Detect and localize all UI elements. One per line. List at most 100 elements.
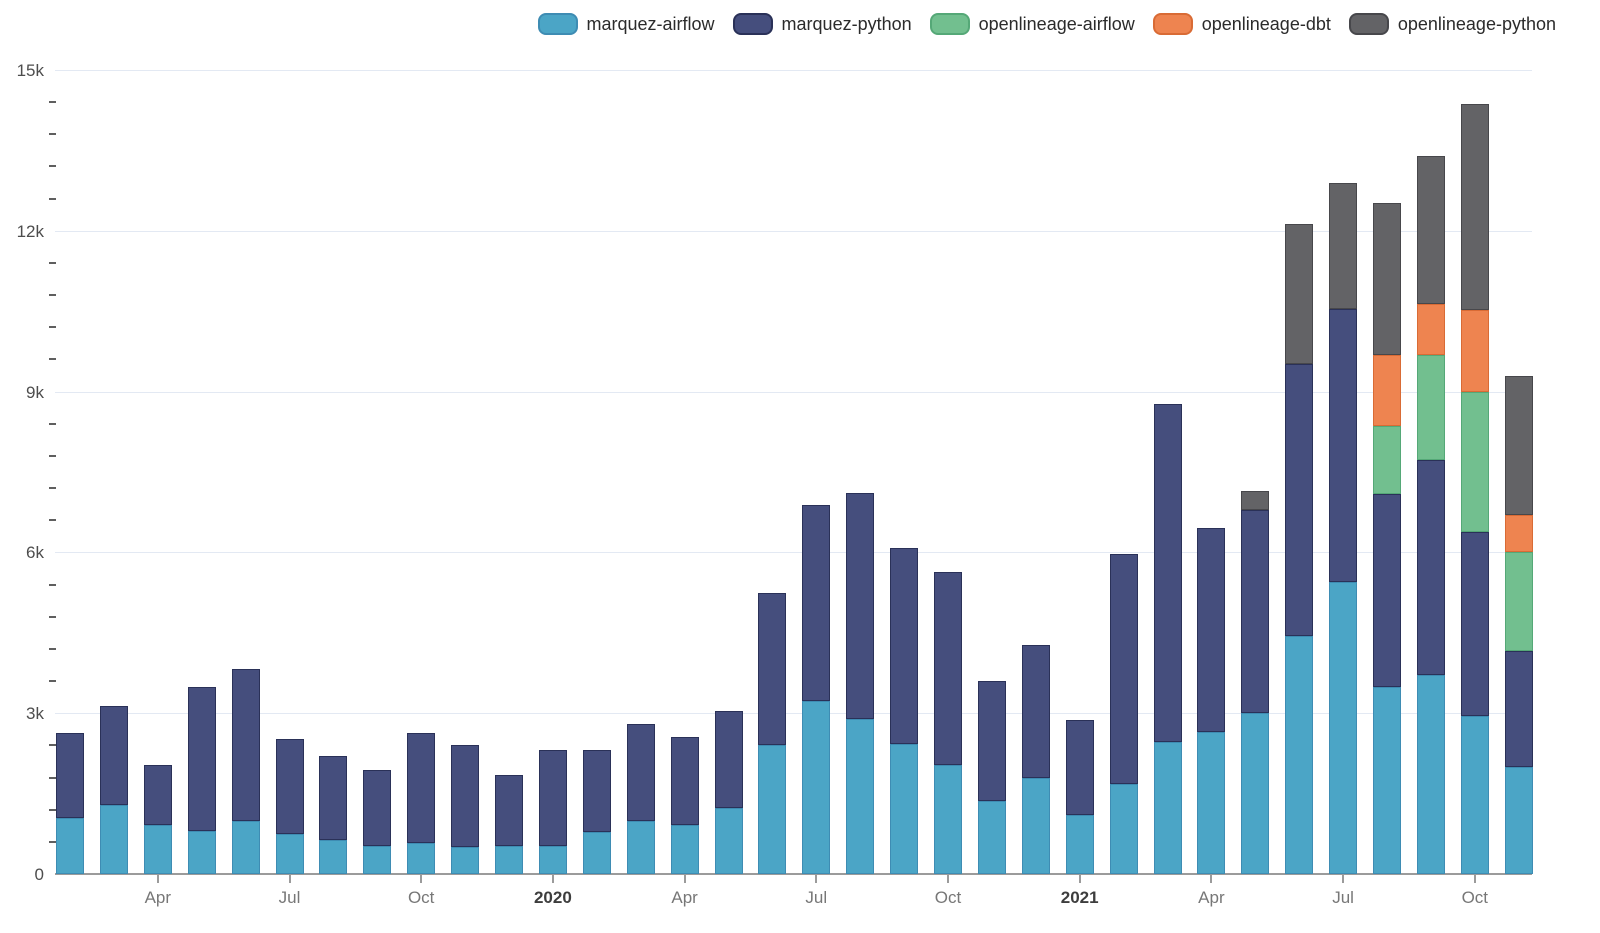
legend-label: openlineage-airflow [978,13,1135,34]
bar-segment-marquez-airflow[interactable] [56,818,84,874]
bar-segment-marquez-airflow[interactable] [670,825,699,874]
bar-segment-openlineage-dbt[interactable] [1460,310,1489,393]
y-minor-tick [49,583,56,586]
bar-segment-openlineage-dbt[interactable] [1504,514,1533,552]
bar-segment-marquez-airflow[interactable] [626,820,655,874]
bar-segment-marquez-python[interactable] [1460,531,1489,717]
bar-segment-marquez-python[interactable] [802,504,831,702]
bar-mar-2021 [1153,404,1182,874]
bar-segment-marquez-airflow[interactable] [99,804,128,874]
y-minor-tick [49,808,56,811]
bar-segment-marquez-airflow[interactable] [934,765,962,874]
bar-segment-marquez-airflow[interactable] [758,744,787,874]
bar-segment-marquez-airflow[interactable] [1460,716,1489,874]
bar-apr-2021 [1197,528,1226,874]
x-axis-label-jul: Jul [278,888,301,907]
bar-segment-marquez-airflow[interactable] [846,719,875,874]
bar-segment-openlineage-python[interactable] [1460,104,1489,311]
bar-segment-marquez-airflow[interactable] [1109,783,1138,874]
bar-segment-marquez-python[interactable] [99,706,128,805]
bar-mar-2020 [626,723,655,874]
bar-segment-marquez-python[interactable] [1109,554,1138,784]
bar-segment-marquez-python[interactable] [1241,509,1270,714]
bar-segment-marquez-airflow[interactable] [143,825,172,874]
bar-segment-marquez-airflow[interactable] [1285,636,1314,874]
legend-item-openlineage-python[interactable]: openlineage-python [1348,13,1556,35]
bar-segment-marquez-airflow[interactable] [714,808,743,874]
bar-segment-marquez-python[interactable] [846,493,875,720]
bar-segment-marquez-python[interactable] [670,737,699,826]
bar-segment-marquez-python[interactable] [934,571,962,766]
bar-segment-marquez-python[interactable] [582,749,611,832]
bar-segment-marquez-airflow[interactable] [1153,741,1182,874]
bar-segment-marquez-airflow[interactable] [977,800,1006,874]
bar-segment-marquez-python[interactable] [1373,493,1401,687]
bar-segment-openlineage-python[interactable] [1373,202,1401,356]
bar-segment-marquez-python[interactable] [714,711,743,809]
bar-segment-marquez-python[interactable] [275,739,304,835]
bar-sep-2021 [1416,156,1445,874]
bar-segment-marquez-airflow[interactable] [363,846,392,874]
bar-segment-openlineage-airflow[interactable] [1504,551,1533,651]
bar-segment-marquez-airflow[interactable] [1021,778,1050,874]
bar-segment-marquez-airflow[interactable] [1197,731,1226,874]
legend-item-openlineage-dbt[interactable]: openlineage-dbt [1152,13,1331,35]
bar-segment-marquez-python[interactable] [758,593,787,745]
bar-segment-marquez-airflow[interactable] [1416,675,1445,874]
bar-segment-marquez-airflow[interactable] [582,831,611,874]
bar-dec-2019 [495,775,523,874]
bar-segment-marquez-python[interactable] [977,681,1006,801]
bar-segment-marquez-airflow[interactable] [275,834,304,874]
bar-segment-openlineage-python[interactable] [1241,491,1270,510]
bar-segment-marquez-airflow[interactable] [1241,713,1270,874]
bar-segment-openlineage-airflow[interactable] [1460,392,1489,532]
bar-segment-marquez-python[interactable] [319,755,348,840]
legend-item-openlineage-airflow[interactable]: openlineage-airflow [929,13,1135,35]
bar-segment-marquez-python[interactable] [1504,650,1533,768]
bar-segment-marquez-python[interactable] [407,732,436,843]
legend-item-marquez-airflow[interactable]: marquez-airflow [537,13,715,35]
bar-segment-marquez-airflow[interactable] [538,845,567,874]
bar-segment-openlineage-python[interactable] [1504,375,1533,515]
bar-segment-marquez-airflow[interactable] [451,847,480,874]
x-axis-label-oct: Oct [1461,888,1489,907]
bar-segment-marquez-python[interactable] [1285,364,1314,637]
bar-segment-marquez-airflow[interactable] [319,839,348,874]
bar-segment-marquez-airflow[interactable] [407,842,436,874]
bar-segment-marquez-python[interactable] [1153,404,1182,742]
bar-segment-openlineage-dbt[interactable] [1373,355,1401,427]
bar-segment-marquez-airflow[interactable] [1373,686,1401,874]
bar-segment-marquez-airflow[interactable] [187,830,216,874]
bar-segment-marquez-python[interactable] [495,775,523,846]
bar-segment-marquez-airflow[interactable] [890,744,919,874]
bar-segment-openlineage-airflow[interactable] [1373,426,1401,494]
bar-segment-marquez-python[interactable] [56,733,84,819]
legend-item-marquez-python[interactable]: marquez-python [732,13,912,35]
bar-segment-openlineage-python[interactable] [1285,223,1314,365]
bar-segment-marquez-python[interactable] [538,750,567,846]
bar-segment-openlineage-dbt[interactable] [1416,304,1445,355]
bar-segment-marquez-python[interactable] [890,548,919,745]
bar-segment-marquez-python[interactable] [451,744,480,848]
bar-segment-marquez-python[interactable] [1416,460,1445,676]
bar-segment-marquez-python[interactable] [187,686,216,831]
bar-segment-marquez-python[interactable] [363,769,392,847]
bar-nov-2021 [1504,375,1533,874]
bar-segment-openlineage-python[interactable] [1416,156,1445,305]
bar-segment-marquez-airflow[interactable] [495,845,523,874]
bar-segment-marquez-airflow[interactable] [802,701,831,874]
bar-segment-marquez-python[interactable] [1021,645,1050,779]
bar-segment-marquez-airflow[interactable] [1065,815,1094,874]
bar-apr-2020 [670,737,699,874]
bar-segment-marquez-python[interactable] [231,668,260,821]
bar-segment-marquez-airflow[interactable] [231,820,260,874]
bar-segment-marquez-python[interactable] [143,764,172,826]
bar-segment-marquez-airflow[interactable] [1329,582,1358,874]
bar-segment-marquez-airflow[interactable] [1504,767,1533,874]
bar-segment-marquez-python[interactable] [1329,308,1358,583]
bar-segment-openlineage-python[interactable] [1329,183,1358,309]
bar-segment-marquez-python[interactable] [626,723,655,821]
bar-segment-openlineage-airflow[interactable] [1416,354,1445,461]
bar-segment-marquez-python[interactable] [1197,528,1226,732]
bar-segment-marquez-python[interactable] [1065,719,1094,816]
